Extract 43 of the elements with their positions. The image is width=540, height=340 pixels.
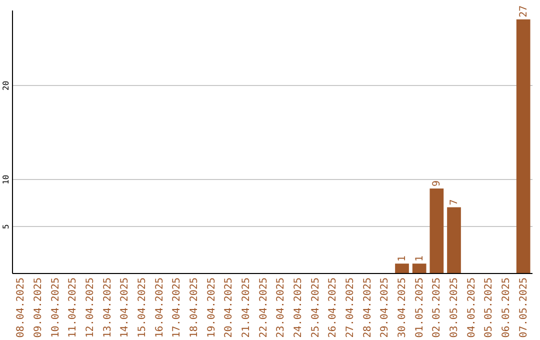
x-tick-label: 07.05.2025 — [518, 278, 530, 338]
bar — [430, 188, 444, 273]
x-tick-label: 12.04.2025 — [85, 278, 96, 338]
data-label: 9 — [432, 180, 443, 186]
x-tick-label: 06.05.2025 — [501, 278, 512, 338]
y-tick-label: 10 — [2, 174, 10, 184]
x-tick-label: 04.05.2025 — [466, 278, 478, 338]
data-label: 7 — [449, 199, 460, 206]
bar — [395, 264, 409, 273]
x-tick-label: 28.04.2025 — [362, 278, 374, 338]
x-tick-label: 30.04.2025 — [397, 278, 408, 338]
x-tick-label: 19.04.2025 — [206, 278, 218, 338]
bar — [412, 264, 426, 273]
x-tick-label: 01.05.2025 — [414, 278, 426, 338]
x-tick-label: 05.05.2025 — [484, 278, 495, 338]
x-tick-label: 09.04.2025 — [33, 278, 44, 338]
x-tick-label: 20.04.2025 — [224, 278, 235, 338]
bar — [447, 207, 461, 273]
y-tick-label: 5 — [2, 224, 10, 229]
x-tick-label: 23.04.2025 — [276, 278, 287, 338]
x-tick-label: 15.04.2025 — [137, 278, 148, 338]
bar — [516, 19, 530, 273]
x-tick-label: 29.04.2025 — [380, 278, 391, 338]
x-tick-label: 25.04.2025 — [310, 278, 322, 338]
x-tick-label: 02.05.2025 — [432, 278, 443, 338]
data-label: 1 — [397, 256, 408, 262]
x-tick-label: 18.04.2025 — [189, 278, 200, 338]
x-tick-label: 16.04.2025 — [154, 278, 166, 338]
x-tick-label: 24.04.2025 — [293, 278, 304, 338]
x-tick-label: 17.04.2025 — [172, 278, 183, 338]
data-label: 27 — [518, 5, 530, 18]
x-tick-label: 27.04.2025 — [345, 278, 356, 338]
x-tick-label: 26.04.2025 — [328, 278, 339, 338]
x-tick-label: 22.04.2025 — [258, 278, 270, 338]
x-tick-label: 11.04.2025 — [68, 278, 79, 338]
x-tick-label: 08.04.2025 — [16, 278, 27, 338]
x-tick-label: 21.04.2025 — [241, 278, 252, 338]
x-tick-label: 03.05.2025 — [449, 278, 460, 338]
x-tick-label: 14.04.2025 — [120, 278, 131, 338]
y-tick-label: 20 — [2, 80, 10, 90]
data-label: 1 — [414, 256, 426, 262]
x-tick-label: 13.04.2025 — [102, 278, 114, 338]
x-tick-label: 10.04.2025 — [50, 278, 62, 338]
